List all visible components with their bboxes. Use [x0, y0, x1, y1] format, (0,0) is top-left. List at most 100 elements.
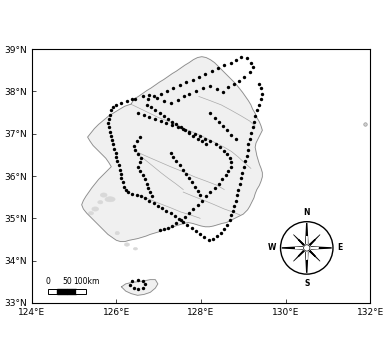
Point	[241, 74, 247, 80]
Ellipse shape	[100, 193, 107, 197]
Point	[244, 56, 250, 61]
Point	[252, 113, 258, 119]
Point	[192, 184, 198, 189]
Point	[207, 189, 213, 195]
Point	[134, 164, 140, 170]
Point	[237, 181, 243, 187]
Point	[230, 208, 236, 214]
Point	[206, 238, 212, 243]
Point	[244, 153, 250, 158]
Point	[254, 108, 260, 113]
Point	[115, 163, 121, 168]
Point	[144, 102, 150, 108]
Polygon shape	[307, 248, 315, 256]
Point	[137, 168, 143, 174]
Point	[246, 70, 253, 75]
Point	[236, 78, 242, 84]
Point	[156, 111, 163, 116]
Point	[244, 147, 251, 152]
Polygon shape	[293, 248, 307, 261]
Point	[214, 87, 220, 92]
Point	[146, 92, 152, 98]
Bar	[67, 289, 76, 294]
Point	[217, 144, 223, 150]
Point	[123, 187, 129, 192]
Point	[246, 136, 253, 142]
Point	[125, 189, 131, 195]
Point	[248, 130, 254, 136]
Text: W: W	[267, 244, 276, 252]
Point	[142, 281, 148, 287]
Point	[145, 96, 151, 102]
Text: N: N	[303, 208, 310, 217]
Point	[245, 142, 251, 147]
Point	[170, 154, 177, 160]
Point	[184, 222, 191, 227]
Point	[148, 105, 154, 110]
Point	[197, 133, 203, 139]
Point	[144, 181, 150, 187]
Point	[135, 110, 142, 115]
Point	[165, 116, 171, 122]
Point	[215, 65, 221, 71]
Point	[229, 212, 235, 218]
Point	[200, 85, 206, 91]
Polygon shape	[82, 57, 262, 241]
Point	[232, 198, 239, 203]
Point	[173, 121, 180, 127]
Point	[151, 94, 158, 99]
Point	[110, 105, 116, 110]
Point	[140, 94, 146, 99]
Point	[137, 160, 143, 165]
Polygon shape	[121, 279, 158, 295]
Point	[225, 84, 232, 90]
Point	[135, 151, 142, 157]
Point	[213, 142, 219, 147]
Point	[222, 172, 229, 178]
Point	[238, 175, 244, 181]
Point	[141, 112, 147, 118]
Point	[161, 98, 167, 103]
Point	[107, 112, 113, 118]
Point	[178, 218, 184, 223]
Point	[154, 95, 160, 101]
Point	[129, 96, 135, 102]
Point	[229, 132, 235, 137]
Point	[120, 180, 126, 185]
Text: S: S	[304, 279, 310, 288]
Point	[149, 194, 156, 199]
Point	[232, 57, 239, 63]
Bar	[76, 289, 86, 294]
Point	[211, 185, 218, 191]
Point	[152, 108, 158, 113]
Circle shape	[275, 216, 339, 280]
Point	[176, 216, 182, 222]
Point	[224, 222, 230, 227]
Point	[169, 223, 175, 229]
Point	[163, 208, 170, 214]
Point	[137, 134, 143, 140]
Polygon shape	[307, 248, 320, 261]
Point	[221, 62, 227, 68]
Point	[186, 175, 192, 181]
Point	[107, 129, 113, 134]
Point	[161, 226, 167, 232]
Point	[203, 194, 209, 199]
Point	[182, 215, 188, 220]
Point	[194, 136, 201, 142]
Point	[256, 81, 262, 87]
Point	[227, 218, 233, 223]
Point	[214, 233, 220, 239]
Point	[127, 282, 133, 288]
Point	[165, 225, 171, 231]
Point	[216, 119, 222, 125]
Point	[201, 234, 208, 240]
Point	[192, 131, 198, 137]
Point	[168, 100, 174, 106]
Polygon shape	[282, 247, 307, 249]
Point	[219, 177, 225, 182]
Point	[258, 96, 264, 102]
Point	[164, 88, 170, 93]
Point	[159, 205, 165, 210]
Point	[121, 184, 127, 189]
